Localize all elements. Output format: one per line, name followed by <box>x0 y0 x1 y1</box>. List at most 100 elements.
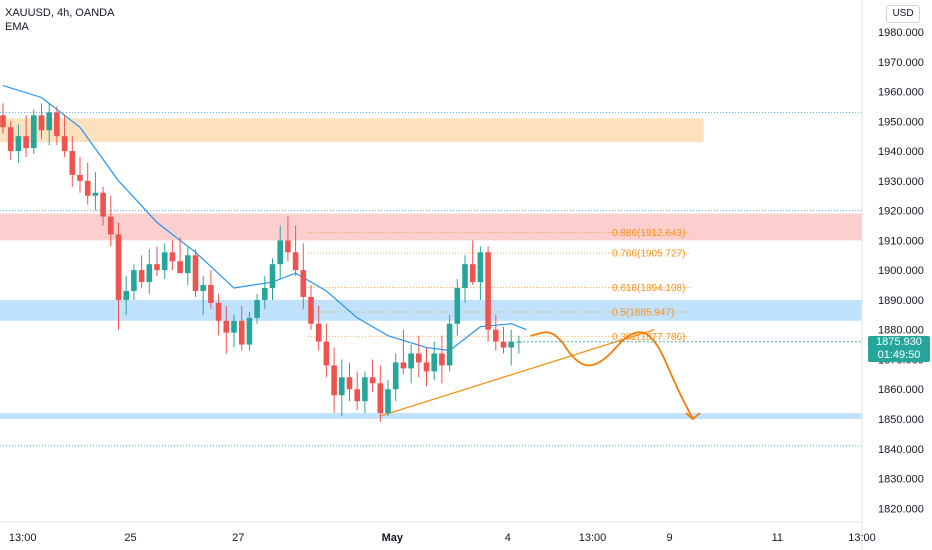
candle <box>362 371 368 414</box>
candle-body <box>254 299 260 318</box>
candle <box>54 106 60 146</box>
candle <box>508 329 514 366</box>
candle <box>84 162 91 205</box>
candle <box>254 293 260 324</box>
last-price-value: 1875.930 <box>876 336 922 348</box>
price-tick: 1920.000 <box>878 206 924 218</box>
candle-countdown: 01:49:50 <box>877 349 921 361</box>
candle <box>31 109 37 155</box>
price-tick: 1890.000 <box>878 295 924 307</box>
time-tick: 4 <box>505 532 511 544</box>
candle-body <box>454 288 461 324</box>
candle <box>431 341 437 381</box>
candle-body <box>262 288 268 300</box>
candle <box>185 246 191 286</box>
candle <box>469 240 476 286</box>
candle <box>323 323 330 378</box>
candle <box>269 258 276 300</box>
candle <box>0 103 6 134</box>
candle-body <box>38 115 45 131</box>
candle-body <box>77 174 83 181</box>
candle <box>354 371 360 411</box>
candle <box>23 115 29 158</box>
trendline <box>380 329 655 417</box>
candle-body <box>385 389 391 414</box>
candle-body <box>54 112 60 137</box>
price-tick: 1970.000 <box>878 57 924 69</box>
projection-arrowhead <box>685 412 701 421</box>
candle-body <box>369 377 376 384</box>
candle-body <box>31 115 37 149</box>
candle <box>446 314 453 372</box>
candle-body <box>500 341 507 348</box>
candle <box>331 347 337 414</box>
candle <box>485 246 491 342</box>
candle <box>108 195 114 247</box>
candle-body <box>192 255 199 291</box>
candle-body <box>208 285 214 303</box>
candle-body <box>477 252 484 283</box>
candle-body <box>423 362 430 372</box>
last-price-label: 1875.930 01:49:50 <box>868 336 930 362</box>
candle <box>200 276 206 315</box>
candle <box>285 216 291 262</box>
candle <box>46 103 52 146</box>
candle-body <box>339 377 345 396</box>
candle-body <box>315 323 322 342</box>
candle <box>385 380 391 417</box>
candle-body <box>246 317 253 345</box>
candle-body <box>469 264 476 283</box>
candle-body <box>131 270 137 291</box>
candle <box>369 359 376 393</box>
candle <box>315 305 322 351</box>
price-tick: 1960.000 <box>878 87 924 99</box>
candle-body <box>23 136 29 149</box>
candle-body <box>69 151 76 175</box>
candle-body <box>377 383 384 414</box>
price-tick: 1840.000 <box>878 444 924 456</box>
price-tick: 1830.000 <box>878 474 924 486</box>
candle <box>408 344 414 384</box>
zone-2 <box>0 299 862 321</box>
candle <box>61 115 68 158</box>
candle-body <box>231 320 237 333</box>
candle <box>138 255 145 289</box>
candle-body <box>462 264 468 289</box>
candle <box>231 314 237 348</box>
candle <box>100 186 106 226</box>
candle <box>493 314 499 351</box>
candle <box>115 222 122 330</box>
header: XAUUSD, 4h, OANDA EMA <box>5 6 114 34</box>
candle <box>339 359 345 417</box>
candle-body <box>161 252 168 271</box>
plot-area <box>0 0 862 522</box>
price-tick: 1850.000 <box>878 414 924 426</box>
candle-body <box>362 377 368 402</box>
candle-body <box>100 192 106 217</box>
zone-0 <box>0 118 704 143</box>
candle <box>477 246 484 300</box>
candle-body <box>431 353 437 372</box>
candle <box>454 279 461 336</box>
candle-body <box>61 136 68 152</box>
time-tick: 11 <box>772 532 783 544</box>
time-tick: 9 <box>666 532 672 544</box>
candle-body <box>439 353 445 366</box>
currency-badge[interactable]: USD <box>886 5 920 23</box>
candle <box>92 171 99 211</box>
time-tick: May <box>382 532 404 544</box>
candle <box>177 237 183 274</box>
projection-path <box>530 331 694 420</box>
time-tick: 13:00 <box>9 532 37 544</box>
price-tick: 1980.000 <box>878 27 924 39</box>
candle <box>192 249 199 297</box>
symbol-title[interactable]: XAUUSD, 4h, OANDA <box>5 7 115 19</box>
candle-body <box>416 353 422 363</box>
indicator-label[interactable]: EMA <box>5 21 29 33</box>
time-tick: 13:00 <box>579 532 607 544</box>
candle <box>346 362 353 402</box>
candle <box>146 249 153 294</box>
candle-body <box>308 296 314 324</box>
price-tick: 1880.000 <box>878 325 924 337</box>
